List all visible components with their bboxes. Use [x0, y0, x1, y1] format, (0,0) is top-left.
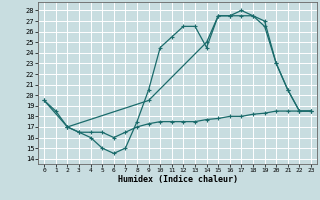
X-axis label: Humidex (Indice chaleur): Humidex (Indice chaleur)	[118, 175, 238, 184]
